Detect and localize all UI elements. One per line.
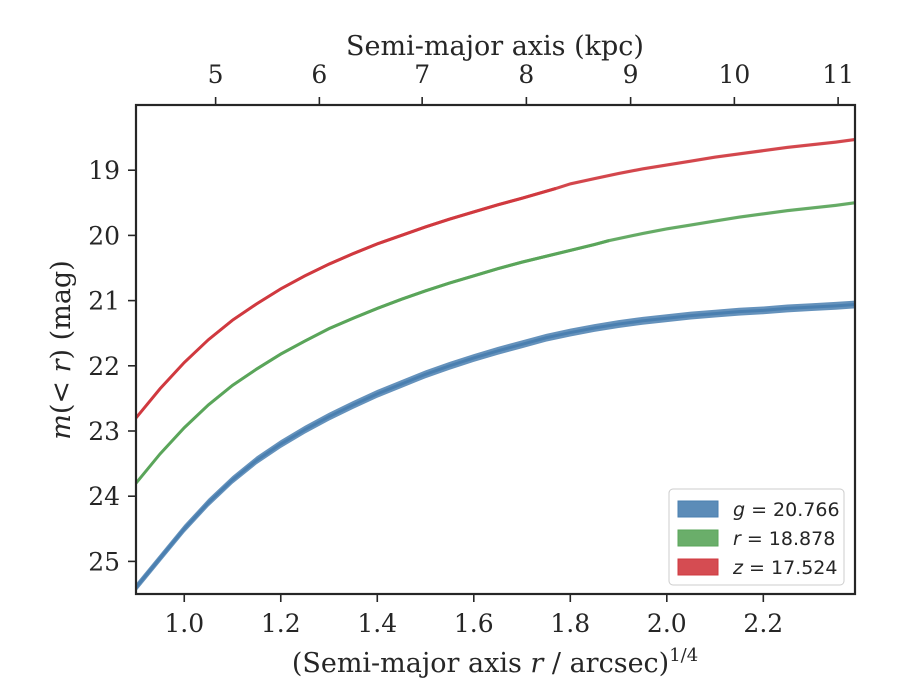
y-tick-label: 24 [88, 482, 120, 511]
y-tick-label: 25 [88, 547, 120, 576]
y-tick-label: 19 [88, 156, 120, 185]
x-tick-label: 2.2 [743, 609, 783, 638]
top-tick-label: 8 [518, 60, 534, 89]
top-tick-label: 7 [414, 60, 430, 89]
x-axis-ticks: 1.0 1.2 1.4 1.6 1.8 2.0 2.2 [164, 594, 783, 638]
x-tick-label: 1.6 [454, 609, 494, 638]
series-z [134, 137, 856, 420]
y-axis-title: m(< r) (mag) [46, 260, 77, 439]
series-r [134, 201, 856, 485]
top-tick-label: 6 [311, 60, 327, 89]
y-tick-label: 22 [88, 352, 120, 381]
series-line [134, 187, 557, 419]
x-tick-label: 1.4 [357, 609, 397, 638]
x-tick-label: 2.0 [647, 609, 687, 638]
top-tick-label: 10 [718, 60, 750, 89]
series-line-extension [608, 201, 856, 242]
series-line [134, 239, 610, 485]
legend-swatch [677, 529, 719, 547]
series-g [134, 300, 856, 592]
x-axis-title: (Semi-major axis r / arcsec)1/4 [292, 645, 698, 679]
legend: g = 20.766 r = 18.878 z = 17.524 [668, 488, 845, 586]
top-tick-label: 9 [623, 60, 639, 89]
legend-swatch [677, 500, 719, 518]
y-tick-label: 21 [88, 287, 120, 316]
series-layer [134, 137, 856, 592]
x-tick-label: 1.2 [261, 609, 301, 638]
legend-label: g = 20.766 [733, 499, 840, 521]
legend-label: z = 17.524 [732, 557, 837, 579]
top-tick-label: 11 [822, 60, 854, 89]
series-band [136, 201, 855, 485]
plot-frame [134, 103, 857, 596]
legend-label: r = 18.878 [733, 528, 835, 550]
top-axis-ticks: 5 6 7 8 9 10 11 [208, 60, 854, 105]
legend-swatch [677, 558, 719, 576]
x-tick-label: 1.8 [550, 609, 590, 638]
top-axis-title: Semi-major axis (kpc) [346, 31, 644, 62]
y-axis-ticks: 19 20 21 22 23 24 25 [88, 156, 136, 576]
y-tick-label: 23 [88, 417, 120, 446]
series-line-extension [555, 138, 856, 190]
legend-items: g = 20.766 r = 18.878 z = 17.524 [677, 499, 840, 579]
top-tick-label: 5 [208, 60, 224, 89]
x-tick-label: 1.0 [164, 609, 204, 638]
y-tick-label: 20 [88, 221, 120, 250]
series-line [134, 303, 856, 589]
